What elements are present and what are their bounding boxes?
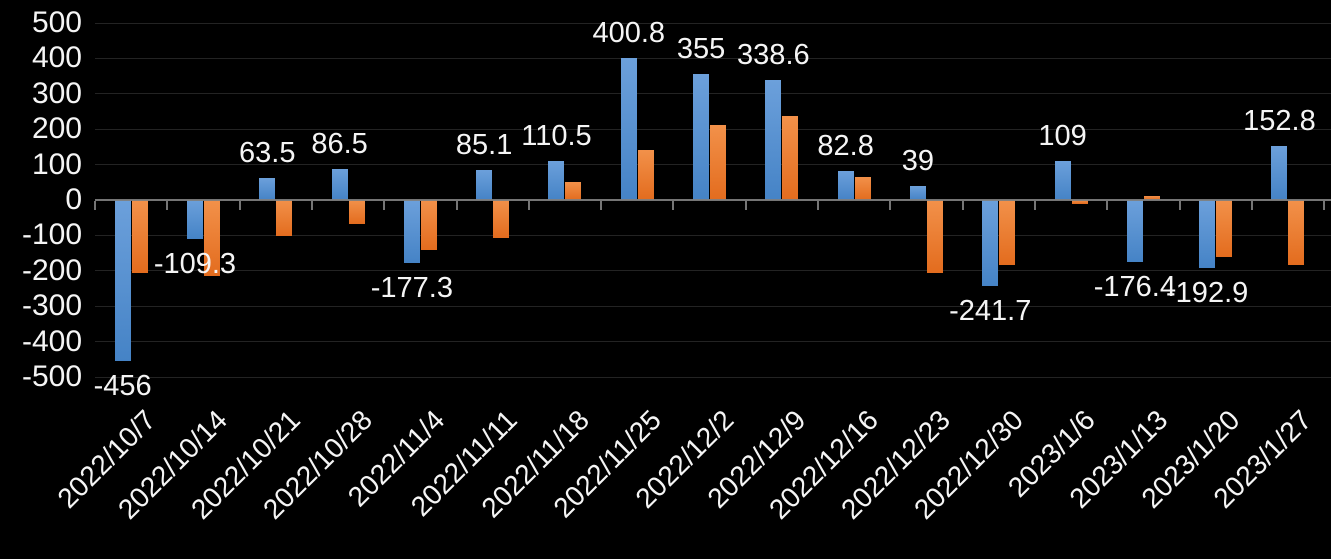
data-label: -177.3 <box>370 271 453 304</box>
bar-blue <box>403 200 420 263</box>
axis-tick <box>889 201 892 210</box>
bar-orange <box>565 182 582 200</box>
data-label: 82.8 <box>817 129 874 162</box>
bar-orange <box>999 200 1016 266</box>
bar-blue <box>837 170 854 200</box>
bar-blue <box>1126 200 1143 263</box>
axis-tick <box>817 201 819 210</box>
y-axis-tick-label: -400 <box>21 324 82 358</box>
data-label: 355 <box>676 33 726 66</box>
bar-blue <box>331 169 348 200</box>
y-axis-tick-label: -100 <box>21 218 82 252</box>
data-label: 86.5 <box>311 128 368 161</box>
bar-blue <box>765 80 782 200</box>
y-axis-tick-label: 400 <box>31 41 82 75</box>
y-axis-tick-label: 200 <box>31 112 82 146</box>
data-label: 152.8 <box>1243 104 1316 137</box>
bar-orange <box>203 200 220 277</box>
data-label: 400.8 <box>592 17 666 50</box>
bar-orange <box>348 200 365 225</box>
y-axis-tick-label: 100 <box>31 147 82 181</box>
bar-blue <box>909 186 926 200</box>
axis-tick <box>1033 201 1036 210</box>
bar-orange <box>1216 200 1233 257</box>
bar-orange <box>854 176 871 200</box>
y-axis-tick-label: 500 <box>31 6 82 39</box>
bar-orange <box>1143 195 1160 200</box>
data-label: 109 <box>1038 120 1087 153</box>
gridline <box>95 234 1331 236</box>
bar-orange <box>782 116 799 200</box>
bar-orange <box>420 200 437 250</box>
axis-tick <box>527 201 530 210</box>
y-axis-tick-label: 300 <box>31 76 82 110</box>
bar-blue <box>1054 161 1071 200</box>
y-axis-tick-label: -200 <box>21 253 82 287</box>
y-axis-tick-label: 0 <box>65 183 82 216</box>
gridline <box>95 270 1331 272</box>
bar-blue <box>548 160 565 200</box>
data-label: -109.3 <box>153 247 237 280</box>
gridline <box>95 57 1331 59</box>
data-label: 63.5 <box>239 136 296 169</box>
data-label: -176.4 <box>1093 271 1176 304</box>
data-label: 39 <box>901 145 935 178</box>
x-axis-line <box>95 199 1331 201</box>
axis-tick <box>166 201 169 210</box>
bar-blue <box>1199 200 1216 269</box>
bar-orange <box>1071 200 1088 204</box>
axis-tick <box>383 201 386 210</box>
y-axis-tick-label: -300 <box>21 289 82 323</box>
bar-blue <box>620 58 637 200</box>
bar-orange <box>637 150 654 200</box>
axis-tick <box>455 201 458 210</box>
data-label: -456 <box>93 370 152 403</box>
axis-tick <box>672 201 675 210</box>
bar-blue <box>1271 145 1288 200</box>
data-label: 338.6 <box>737 39 810 72</box>
axis-tick <box>1250 201 1253 210</box>
bar-blue <box>693 74 710 200</box>
bar-blue <box>476 169 493 200</box>
gridline <box>95 22 1331 24</box>
data-label: -192.9 <box>1166 277 1249 310</box>
gridline <box>95 376 1331 378</box>
gridline <box>95 93 1331 95</box>
bar-blue <box>114 200 131 362</box>
bar-orange <box>926 200 943 273</box>
bar-orange <box>710 124 727 200</box>
data-label: -241.7 <box>949 294 1032 327</box>
bar-blue <box>186 200 203 239</box>
gridline <box>95 341 1331 343</box>
data-label: 110.5 <box>521 119 592 152</box>
axis-tick <box>600 201 603 210</box>
bar-blue <box>982 200 999 286</box>
axis-tick <box>1178 201 1181 210</box>
bar-orange <box>1288 200 1305 266</box>
bar-orange <box>276 200 293 237</box>
axis-tick <box>1323 201 1326 210</box>
bar-blue <box>259 177 276 200</box>
bar-orange <box>493 200 510 238</box>
axis-tick <box>310 201 313 210</box>
gridline <box>95 305 1331 307</box>
data-label: 85.1 <box>455 128 513 161</box>
y-axis-tick-label: -500 <box>21 360 82 393</box>
bar-orange <box>131 200 148 273</box>
axis-tick <box>1106 201 1109 210</box>
axis-tick <box>94 201 96 210</box>
axis-tick <box>238 201 241 210</box>
axis-tick <box>744 201 747 210</box>
axis-tick <box>961 201 964 210</box>
